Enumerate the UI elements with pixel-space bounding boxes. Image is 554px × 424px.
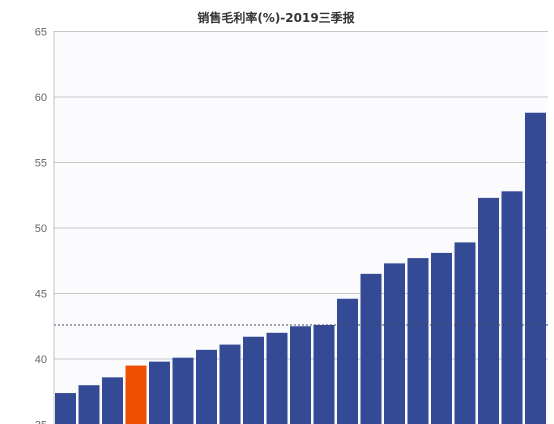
bar <box>243 336 264 424</box>
chart-title: 销售毛利率(%)-2019三季报 <box>197 10 354 25</box>
y-tick-label: 45 <box>35 289 47 301</box>
bar <box>290 326 311 424</box>
bar <box>384 263 405 424</box>
bars <box>55 112 546 424</box>
y-tick-label: 40 <box>35 354 47 366</box>
bar <box>102 377 123 424</box>
bar <box>149 361 170 424</box>
bar <box>219 344 241 424</box>
bar <box>313 324 335 424</box>
bar <box>55 393 76 424</box>
bar <box>407 258 429 424</box>
bar <box>172 357 194 424</box>
bar <box>431 252 452 424</box>
bar <box>196 349 217 424</box>
bar <box>525 112 546 424</box>
y-axis-tick-labels: 35 40 45 50 55 60 65 <box>35 27 47 424</box>
y-tick-label: 50 <box>35 223 47 235</box>
y-tick-label: 65 <box>35 27 47 39</box>
bar <box>360 273 382 424</box>
bar <box>266 332 288 424</box>
y-tick-label: 35 <box>35 420 47 424</box>
bar <box>501 191 523 424</box>
bar <box>478 197 499 424</box>
bar <box>454 242 476 424</box>
y-tick-label: 55 <box>35 158 47 170</box>
y-tick-label: 60 <box>35 92 47 104</box>
bar <box>78 385 100 424</box>
highlighted-bar <box>125 365 147 424</box>
gridlines <box>54 31 548 360</box>
bar <box>337 298 358 424</box>
